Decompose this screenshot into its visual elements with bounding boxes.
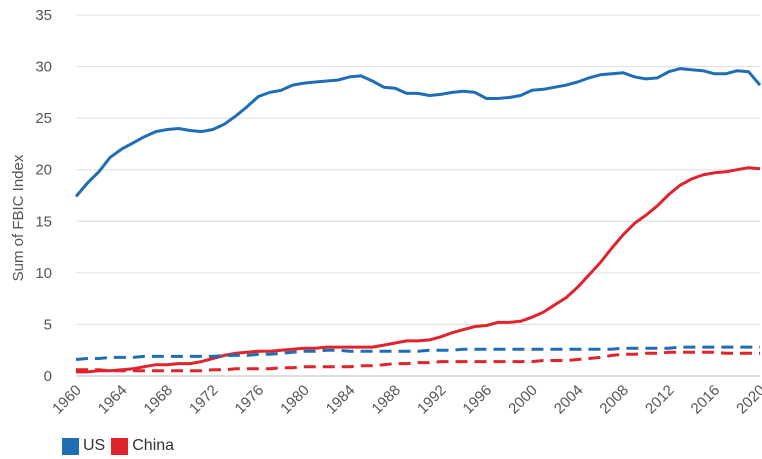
x-tick-label: 2020: [733, 382, 762, 418]
legend-label-china: China: [132, 437, 175, 454]
y-axis-ticks: 0 5 10 15 20 25 30 35: [35, 7, 52, 385]
x-tick-label: 1984: [323, 382, 359, 418]
series-line-china-dashed: [76, 350, 760, 373]
legend-swatch-us: [62, 437, 79, 455]
x-tick-label: 1992: [414, 382, 450, 418]
legend-label-us: US: [83, 437, 106, 454]
x-tick-label: 1980: [277, 382, 313, 418]
y-tick-label: 30: [35, 59, 52, 76]
x-tick-label: 1968: [140, 382, 176, 418]
x-tick-label: 2016: [688, 382, 724, 418]
y-tick-label: 5: [44, 316, 52, 333]
legend-item-us: US: [62, 437, 105, 455]
x-tick-label: 1972: [186, 382, 222, 418]
y-tick-label: 0: [44, 368, 52, 385]
x-tick-label: 2012: [642, 382, 678, 418]
x-tick-label: 1964: [95, 382, 131, 418]
x-tick-label: 2000: [505, 382, 541, 418]
y-tick-label: 15: [35, 213, 52, 230]
y-axis-label: Sum of FBIC Index: [10, 154, 27, 281]
y-tick-label: 20: [35, 162, 52, 179]
x-tick-label: 2004: [551, 382, 587, 418]
x-axis-ticks: 1960 1964 1968 1972 1976 1980 1984 1988 1992 1996…: [49, 382, 762, 418]
series-line-us-solid: [74, 67, 762, 198]
legend: US China: [62, 437, 180, 455]
series-lines: [74, 67, 762, 374]
y-tick-label: 35: [35, 7, 52, 24]
legend-item-china: China: [111, 437, 174, 455]
gridlines: [76, 14, 760, 377]
y-tick-label: 25: [35, 110, 52, 127]
x-tick-label: 1976: [232, 382, 268, 418]
series-line-china-solid: [76, 166, 761, 374]
x-tick-label: 1988: [368, 382, 404, 418]
series-line-us-dashed: [75, 345, 760, 361]
legend-swatch-china: [111, 437, 129, 455]
x-tick-label: 2008: [596, 382, 632, 418]
y-tick-label: 10: [35, 265, 52, 282]
x-tick-label: 1960: [49, 382, 85, 418]
x-tick-label: 1996: [460, 382, 496, 418]
